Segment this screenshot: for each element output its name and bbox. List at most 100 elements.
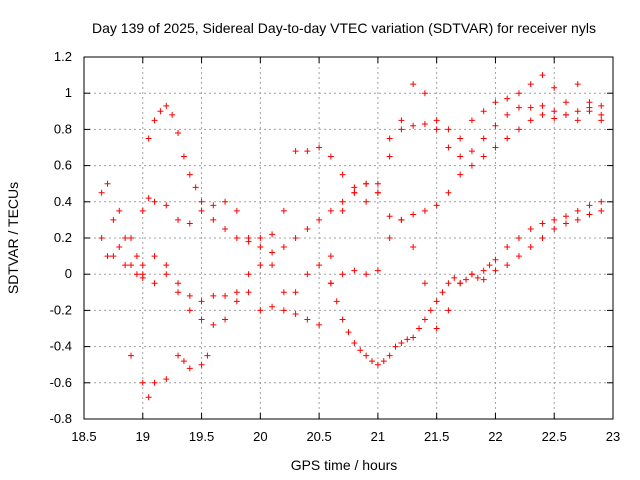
data-point [175,289,182,296]
data-point [445,144,452,151]
data-point [586,99,593,106]
data-point [357,347,364,354]
data-point [198,198,205,205]
data-point [398,126,405,133]
data-point [104,180,111,187]
data-point [222,225,229,232]
data-point [374,267,381,274]
data-point [198,361,205,368]
data-point [457,171,464,178]
data-point [421,316,428,323]
grid-lines [84,57,613,419]
data-point [463,276,470,283]
data-point [598,198,605,205]
data-point [327,280,334,287]
data-point [304,148,311,155]
data-point [515,253,522,260]
data-point [269,249,276,256]
data-point [145,135,152,142]
data-point [163,102,170,109]
y-tick-label: 0 [65,266,72,281]
y-tick-label: -0.6 [50,375,72,390]
data-point [562,220,569,227]
data-point [133,253,140,260]
data-point [327,153,334,160]
data-point [586,202,593,209]
data-point [486,262,493,269]
data-point [421,120,428,127]
data-point [480,135,487,142]
data-point [110,216,117,223]
data-point [551,84,558,91]
data-point [198,298,205,305]
data-point [351,267,358,274]
data-point [551,115,558,122]
data-point [210,216,217,223]
data-point [163,202,170,209]
data-point [139,271,146,278]
data-point [175,280,182,287]
data-point [527,244,534,251]
data-point [233,298,240,305]
data-point [151,280,158,287]
data-point [433,202,440,209]
data-point [515,235,522,241]
y-tick-label: 0.8 [54,121,72,136]
data-point [269,231,276,238]
data-point [351,189,358,196]
data-point [480,276,487,283]
data-point [292,289,299,296]
data-point [186,292,193,299]
data-point [551,108,558,115]
data-point [515,104,522,111]
data-point [151,379,158,386]
data-point [363,271,370,278]
data-point [222,198,229,205]
data-point [304,316,311,323]
data-point [222,292,229,299]
data-point [316,262,323,269]
data-point [186,220,193,227]
data-point [327,253,334,260]
data-point [180,358,187,365]
data-point [333,298,340,305]
data-point [562,213,569,220]
data-point [186,171,193,178]
data-point [398,216,405,223]
data-point [163,376,170,383]
data-point [410,122,417,129]
data-point [98,235,105,241]
data-point [551,216,558,223]
series-track-e [128,352,211,401]
data-point [539,72,546,79]
data-point [539,235,546,241]
data-point [515,90,522,97]
data-point [480,153,487,160]
data-point [586,104,593,111]
x-axis-label: GPS time / hours [291,457,398,473]
data-point [492,256,499,263]
data-point [139,207,146,214]
data-point [133,271,140,278]
data-point [386,153,393,160]
data-point [586,211,593,218]
data-point [480,108,487,115]
data-point [468,117,475,124]
data-point [198,207,205,214]
data-point [392,343,399,350]
y-tick-label: -0.8 [50,411,72,426]
data-point [527,225,534,232]
data-point [98,189,105,196]
data-point [233,289,240,296]
data-point [474,274,481,281]
data-point [445,189,452,196]
data-point [369,358,376,365]
data-point [410,244,417,251]
data-point [139,379,146,386]
data-point [374,361,381,368]
data-point [280,244,287,251]
data-point [304,225,311,232]
data-point [175,216,182,223]
data-point [151,117,158,124]
data-point [574,108,581,115]
